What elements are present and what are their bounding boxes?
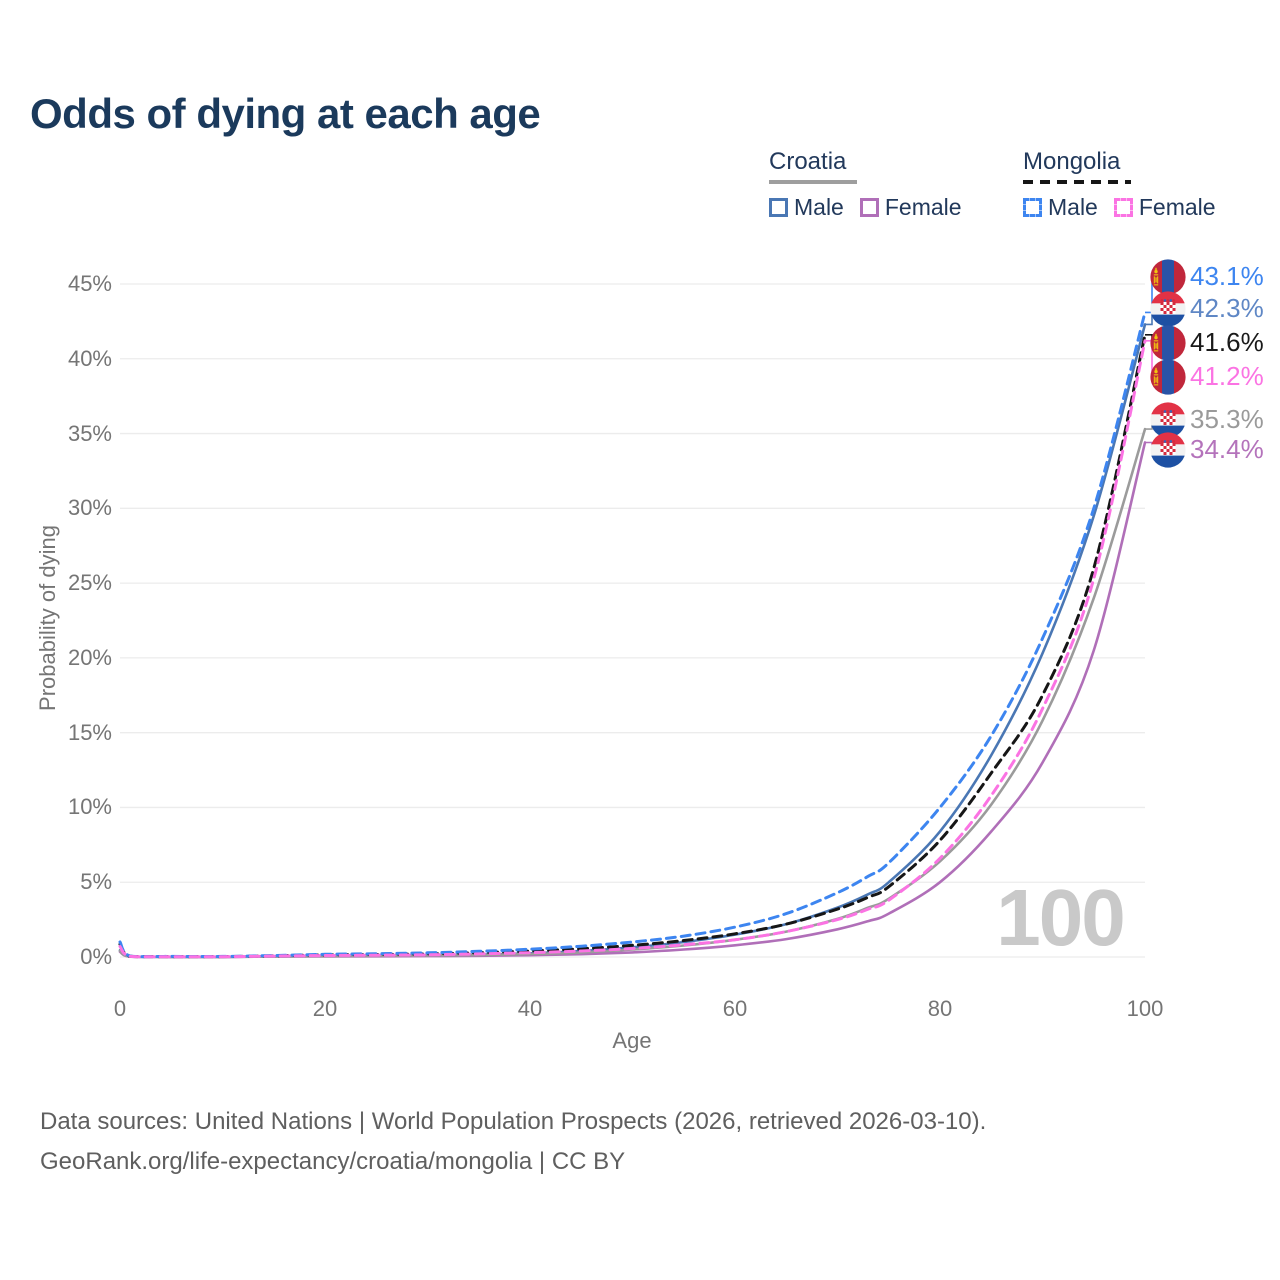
croatia-male-swatch-icon <box>769 198 788 217</box>
croatia-flag-badge <box>1150 291 1186 327</box>
y-axis-title: Probability of dying <box>35 525 60 711</box>
legend-group-croatia: Croatia Male Female <box>769 148 962 221</box>
end-value-label-mongolia-female: 41.2% <box>1190 361 1264 391</box>
y-tick-30: 30% <box>67 495 112 521</box>
series-line-croatia-male <box>118 323 1147 959</box>
y-tick-5: 5% <box>80 869 112 895</box>
croatia-flag-icon <box>1150 291 1186 327</box>
legend-item-mongolia-male[interactable]: Male <box>1023 194 1098 221</box>
mongolia-flag-badge <box>1150 325 1186 361</box>
x-tick-100: 100 <box>1126 996 1164 1021</box>
end-value-label-croatia-all: 35.3% <box>1190 404 1264 434</box>
croatia-flag-icon <box>1150 402 1186 438</box>
y-tick-25: 25% <box>67 570 112 596</box>
legend-mongolia-line-swatch <box>1023 180 1131 184</box>
legend-croatia-label: Croatia <box>769 148 847 175</box>
series-line-mongolia-female <box>118 339 1147 959</box>
mongolia-male-swatch-icon <box>1023 198 1042 217</box>
croatia-flag-badge <box>1150 402 1186 438</box>
legend-item-label: Female <box>884 194 962 220</box>
age-counter-watermark: 100 <box>996 873 1125 962</box>
legend-item-mongolia-female[interactable]: Female <box>1113 194 1216 221</box>
mongolia-flag-icon <box>1150 359 1186 395</box>
end-value-label-croatia-male: 42.3% <box>1190 293 1264 323</box>
mongolia-female-swatch-icon <box>1113 198 1133 217</box>
legend-croatia-line-swatch <box>769 180 857 184</box>
legend-item-label: Female <box>1138 194 1216 220</box>
croatia-female-swatch-icon <box>859 198 879 217</box>
legend-item-label: Male <box>1048 194 1098 220</box>
legend-item-croatia-male[interactable]: Male <box>769 194 844 221</box>
croatia-flag-badge <box>1150 432 1186 468</box>
data-sources-text: Data sources: United Nations | World Pop… <box>40 1108 987 1135</box>
y-tick-45: 45% <box>67 271 112 296</box>
legend-mongolia-label: Mongolia <box>1023 148 1121 175</box>
x-tick-0: 0 <box>113 996 127 1021</box>
attribution-text: GeoRank.org/life-expectancy/croatia/mong… <box>40 1148 626 1175</box>
legend-item-croatia-female[interactable]: Female <box>859 194 962 221</box>
y-tick-35: 35% <box>67 420 112 446</box>
y-tick-10: 10% <box>67 794 112 820</box>
legend-item-label: Male <box>794 194 844 220</box>
x-tick-80: 80 <box>927 996 953 1021</box>
legend-group-mongolia: Mongolia Male Female <box>1023 148 1216 221</box>
x-axis-title: Age <box>612 1028 652 1053</box>
end-value-label-mongolia-male: 43.1% <box>1190 261 1264 291</box>
croatia-flag-icon <box>1150 432 1186 468</box>
series-line-mongolia-male <box>118 310 1147 959</box>
series-line-mongolia-all <box>118 333 1147 959</box>
mongolia-flag-icon <box>1150 259 1186 295</box>
y-tick-40: 40% <box>67 345 112 371</box>
y-tick-20: 20% <box>67 644 112 670</box>
x-tick-20: 20 <box>312 996 338 1021</box>
end-value-label-croatia-female: 34.4% <box>1190 434 1264 464</box>
y-tick-0: 0% <box>80 944 112 969</box>
mongolia-flag-badge <box>1150 359 1186 395</box>
mongolia-flag-badge <box>1150 259 1186 295</box>
end-value-label-mongolia-all: 41.6% <box>1190 327 1264 357</box>
x-tick-40: 40 <box>517 996 543 1021</box>
y-tick-15: 15% <box>67 719 112 745</box>
mongolia-flag-icon <box>1150 325 1186 361</box>
page-title: Odds of dying at each age <box>30 90 541 137</box>
x-tick-60: 60 <box>722 996 748 1021</box>
